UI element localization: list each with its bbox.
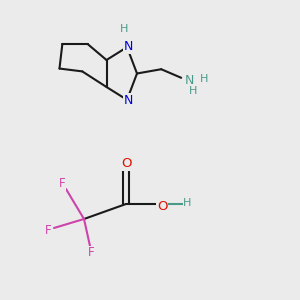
Text: H: H — [120, 24, 128, 34]
Text: O: O — [121, 157, 131, 170]
Text: O: O — [157, 200, 167, 214]
Text: H: H — [189, 86, 197, 96]
Text: F: F — [59, 177, 66, 190]
Text: F: F — [45, 224, 52, 238]
Text: N: N — [124, 40, 133, 53]
Text: H: H — [200, 74, 208, 84]
Text: N: N — [124, 94, 133, 107]
Text: F: F — [88, 246, 95, 259]
Text: N: N — [185, 74, 194, 87]
Text: H: H — [183, 197, 192, 208]
